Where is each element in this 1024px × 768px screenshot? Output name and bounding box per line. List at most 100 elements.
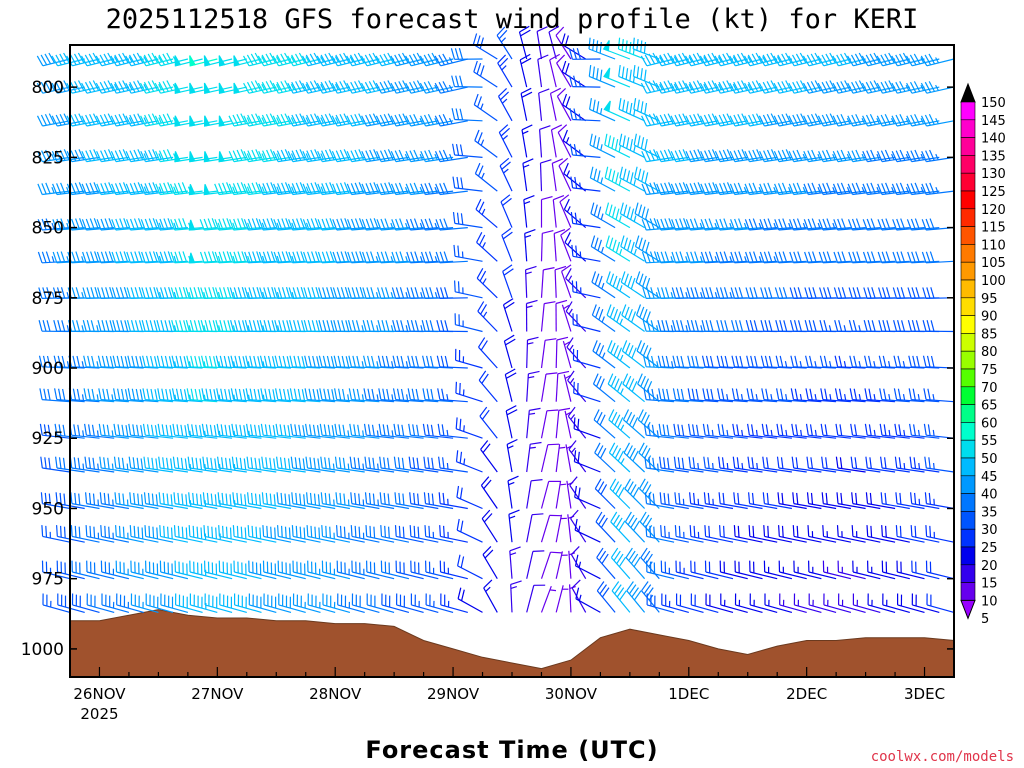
barb-feather: [162, 81, 169, 92]
barb-feather: [610, 511, 618, 523]
barb-staff: [439, 399, 468, 403]
barb-feather: [118, 149, 125, 161]
barb-feather: [287, 150, 294, 162]
barb-half-feather: [744, 256, 748, 263]
wind-barb: [276, 456, 306, 473]
barb-feather: [766, 492, 769, 505]
wind-barb: [115, 525, 144, 543]
barb-staff: [497, 62, 513, 88]
wind-barb: [747, 456, 778, 473]
barb-feather: [129, 150, 136, 162]
barb-feather: [159, 251, 165, 263]
barb-staff: [604, 177, 631, 192]
barb-staff: [793, 503, 822, 510]
barb-feather: [899, 53, 906, 65]
barb-feather: [121, 388, 125, 401]
barb-feather: [40, 114, 47, 126]
barb-feather: [125, 150, 132, 162]
barb-feather: [258, 251, 264, 263]
barb-feather: [361, 219, 367, 231]
barb-feather: [354, 218, 361, 230]
barb-feather: [324, 114, 331, 125]
barb-feather: [113, 456, 117, 469]
barb-half-feather: [903, 429, 906, 437]
barb-feather: [629, 172, 634, 184]
barb-feather: [622, 373, 629, 385]
barb-staff: [440, 58, 468, 67]
barb-feather: [594, 273, 600, 285]
barb-staff: [837, 467, 866, 473]
barb-feather: [223, 355, 228, 368]
barb-feather: [359, 251, 364, 263]
barb-feather: [880, 54, 888, 66]
barb-feather: [597, 445, 604, 456]
wind-barb: [908, 388, 940, 403]
barb-feather: [523, 195, 535, 201]
barb-staff: [455, 324, 483, 333]
barb-half-feather: [932, 393, 935, 401]
barb-feather: [36, 115, 44, 127]
barb-feather: [276, 456, 279, 469]
barb-feather: [911, 251, 916, 263]
barb-feather: [306, 183, 312, 195]
barb-feather: [871, 287, 876, 299]
barb-staff: [559, 201, 572, 228]
barb-feather: [588, 37, 591, 50]
barb-feather: [642, 345, 649, 357]
wind-barb: [393, 423, 424, 439]
barb-feather: [319, 388, 323, 400]
wind-barb: [110, 80, 144, 94]
barb-feather: [111, 287, 117, 299]
barb-feather: [718, 114, 725, 126]
wind-barb: [702, 388, 734, 403]
barb-feather: [570, 509, 579, 519]
barb-half-feather: [448, 84, 453, 91]
barb-feather: [243, 219, 249, 231]
barb-feather: [450, 48, 456, 60]
barb-staff: [307, 503, 336, 510]
barb-feather: [171, 388, 176, 400]
barb-feather: [594, 478, 602, 489]
barb-feather: [897, 388, 902, 401]
barb-feather: [419, 82, 427, 94]
barb-half-feather: [419, 222, 423, 230]
barb-feather: [148, 218, 154, 230]
barb-staff: [455, 392, 483, 403]
barb-staff: [115, 434, 144, 439]
barb-feather: [316, 82, 324, 94]
barb-feather: [63, 80, 70, 91]
barb-feather: [322, 287, 327, 299]
barb-feather: [153, 287, 158, 299]
barb-feather: [822, 251, 828, 263]
barb-staff: [425, 58, 454, 67]
wind-barb: [574, 518, 601, 543]
wind-barb: [409, 525, 439, 543]
barb-feather: [136, 80, 144, 91]
barb-staff: [624, 521, 646, 543]
barb-feather: [74, 182, 81, 194]
barb-half-feather: [507, 445, 514, 449]
barb-feather: [348, 355, 352, 367]
barb-feather: [104, 525, 106, 538]
barb-feather: [629, 447, 636, 459]
barb-staff: [292, 434, 321, 439]
barb-half-feather: [920, 186, 924, 194]
barb-feather: [704, 525, 707, 537]
barb-feather: [820, 388, 824, 400]
wind-barb: [422, 388, 454, 403]
barb-feather: [332, 251, 338, 263]
barb-feather: [767, 218, 773, 230]
barb-feather: [459, 108, 464, 121]
barb-feather: [778, 287, 784, 299]
wind-barb: [350, 492, 380, 510]
barb-feather: [660, 251, 666, 263]
barb-feather: [331, 425, 335, 437]
barb-half-feather: [800, 429, 803, 437]
barb-half-feather: [741, 462, 744, 470]
barb-staff: [480, 449, 498, 473]
barb-feather: [792, 114, 799, 126]
barb-feather: [785, 113, 792, 125]
barb-staff: [690, 366, 719, 369]
barb-feather: [156, 355, 161, 367]
barb-feather: [100, 150, 106, 162]
